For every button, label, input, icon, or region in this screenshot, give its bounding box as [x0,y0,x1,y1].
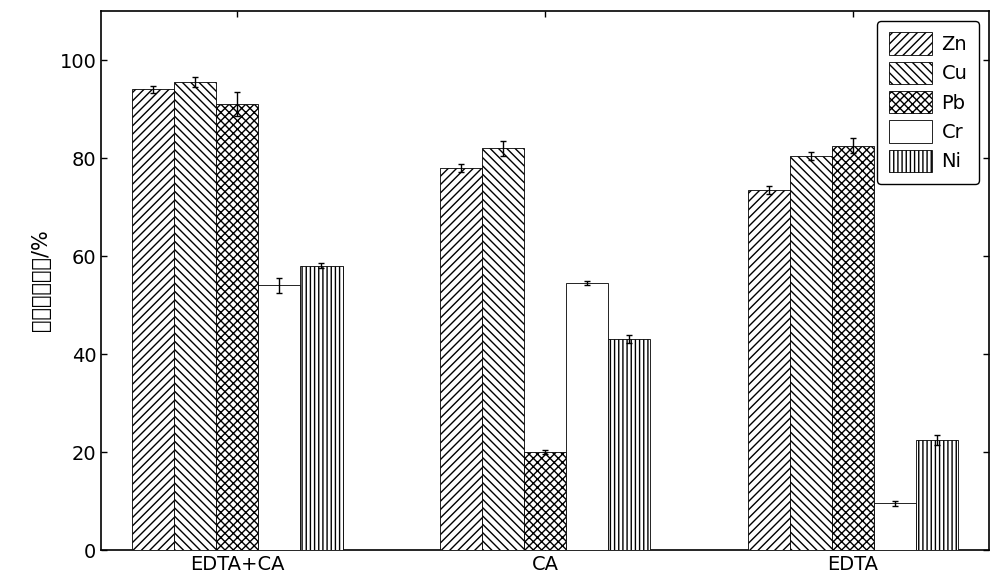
Bar [566,283,608,550]
Y-axis label: 重金属去除率/%: 重金属去除率/% [31,230,51,332]
Bar [524,452,566,550]
Bar [482,148,524,550]
Bar [216,104,258,550]
Bar [300,266,343,550]
Bar [174,82,216,550]
Bar [874,504,916,550]
Bar [790,156,832,550]
Bar [132,90,174,550]
Bar [258,285,300,550]
Bar [832,146,874,550]
Bar [748,190,790,550]
Legend: Zn, Cu, Pb, Cr, Ni: Zn, Cu, Pb, Cr, Ni [877,21,979,184]
Bar [916,440,958,550]
Bar [440,168,482,550]
Bar [608,339,650,550]
